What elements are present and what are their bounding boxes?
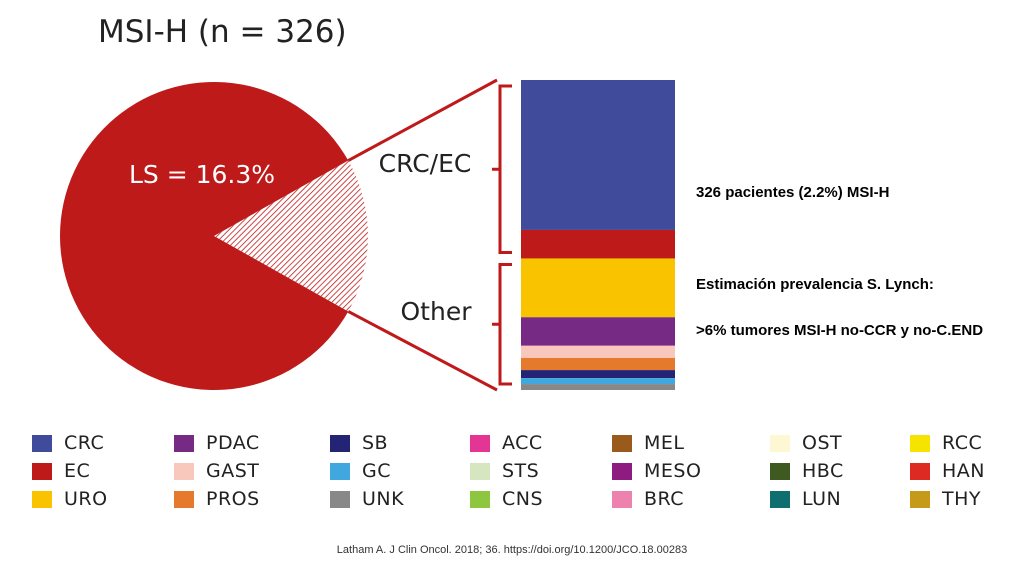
legend-swatch	[470, 434, 490, 452]
bar-segment-gast	[521, 345, 675, 358]
note-patients: 326 pacientes (2.2%) MSI-H	[696, 184, 890, 201]
legend-label: GAST	[206, 460, 260, 482]
legend-item-hbc: HBC	[770, 460, 844, 482]
bracket-crc-ec	[492, 84, 512, 254]
legend-swatch	[330, 490, 350, 508]
legend-swatch	[770, 462, 790, 480]
legend-swatch	[770, 490, 790, 508]
legend-swatch	[612, 434, 632, 452]
pie-chart	[59, 82, 368, 391]
legend-label: URO	[64, 488, 108, 510]
legend-swatch	[470, 490, 490, 508]
group-brackets	[492, 84, 512, 386]
legend-label: LUN	[802, 488, 842, 510]
legend-label: UNK	[362, 488, 405, 510]
group-label-other: Other	[401, 297, 473, 326]
legend-swatch	[174, 462, 194, 480]
legend-label: BRC	[644, 488, 685, 510]
legend-item-cns: CNS	[470, 488, 543, 510]
legend-label: THY	[942, 488, 981, 510]
legend-item-gast: GAST	[174, 460, 259, 482]
legend-swatch	[612, 462, 632, 480]
legend-label: MESO	[644, 460, 702, 482]
legend-label: CRC	[64, 432, 105, 454]
bar-segment-gc	[521, 378, 675, 385]
note-prevalence-value: >6% tumores MSI-H no-CCR y no-C.END	[696, 322, 984, 339]
legend-item-acc: ACC	[470, 432, 543, 454]
legend-label: PROS	[206, 488, 260, 510]
legend-label: STS	[502, 460, 540, 482]
legend-swatch	[174, 434, 194, 452]
legend-item-pros: PROS	[174, 488, 260, 510]
group-label-crc-ec: CRC/EC	[379, 149, 472, 178]
legend-label: MEL	[644, 432, 685, 454]
legend-label: EC	[64, 460, 91, 482]
legend-swatch	[32, 434, 52, 452]
note-prevalence-heading: Estimación prevalencia S. Lynch:	[696, 276, 934, 293]
legend-item-uro: URO	[32, 488, 108, 510]
connector-top	[347, 78, 498, 162]
bar-segment-pdac	[521, 317, 675, 346]
bar-segment-unk	[521, 384, 675, 390]
legend-item-rcc: RCC	[910, 432, 982, 454]
legend-label: PDAC	[206, 432, 260, 454]
pie-slice-label: LS = 16.3%	[129, 160, 275, 189]
citation: Latham A. J Clin Oncol. 2018; 36. https:…	[336, 544, 688, 556]
bar-segment-sb	[521, 370, 675, 379]
pie-slice-ls	[214, 160, 368, 312]
legend-item-unk: UNK	[330, 488, 404, 510]
chart-title: MSI-H (n = 326)	[98, 14, 347, 50]
legend-label: HAN	[942, 460, 985, 482]
legend-label: CNS	[502, 488, 544, 510]
legend-item-ec: EC	[32, 460, 90, 482]
legend-item-gc: GC	[330, 460, 391, 482]
stacked-bar	[521, 80, 675, 390]
legend-item-lun: LUN	[770, 488, 841, 510]
legend-swatch	[330, 434, 350, 452]
legend-swatch	[770, 434, 790, 452]
legend-item-crc: CRC	[32, 432, 104, 454]
legend-label: GC	[362, 460, 391, 482]
legend-swatch	[612, 490, 632, 508]
legend-label: OST	[802, 432, 843, 454]
legend-item-pdac: PDAC	[174, 432, 260, 454]
legend-item-han: HAN	[910, 460, 985, 482]
legend-item-brc: BRC	[612, 488, 684, 510]
legend-label: HBC	[802, 460, 844, 482]
legend-item-ost: OST	[770, 432, 842, 454]
legend-swatch	[910, 462, 930, 480]
legend-label: RCC	[942, 432, 983, 454]
legend-item-thy: THY	[910, 488, 981, 510]
connector-bottom	[347, 310, 498, 392]
legend-label: SB	[362, 432, 389, 454]
legend-swatch	[910, 490, 930, 508]
legend-label: ACC	[502, 432, 543, 454]
legend-swatch	[32, 490, 52, 508]
legend-item-mel: MEL	[612, 432, 684, 454]
pie-slice-rest	[59, 82, 349, 391]
legend-swatch	[32, 462, 52, 480]
legend-swatch	[330, 462, 350, 480]
bar-segment-pros	[521, 357, 675, 371]
bracket-other	[492, 262, 512, 386]
legend-swatch	[910, 434, 930, 452]
bar-segment-crc	[521, 80, 675, 230]
zoom-connectors	[347, 78, 498, 392]
legend-item-sts: STS	[470, 460, 539, 482]
legend-item-sb: SB	[330, 432, 388, 454]
legend-swatch	[174, 490, 194, 508]
legend-item-meso: MESO	[612, 460, 701, 482]
bar-segment-uro	[521, 258, 675, 318]
legend-swatch	[470, 462, 490, 480]
bar-segment-ec	[521, 229, 675, 259]
